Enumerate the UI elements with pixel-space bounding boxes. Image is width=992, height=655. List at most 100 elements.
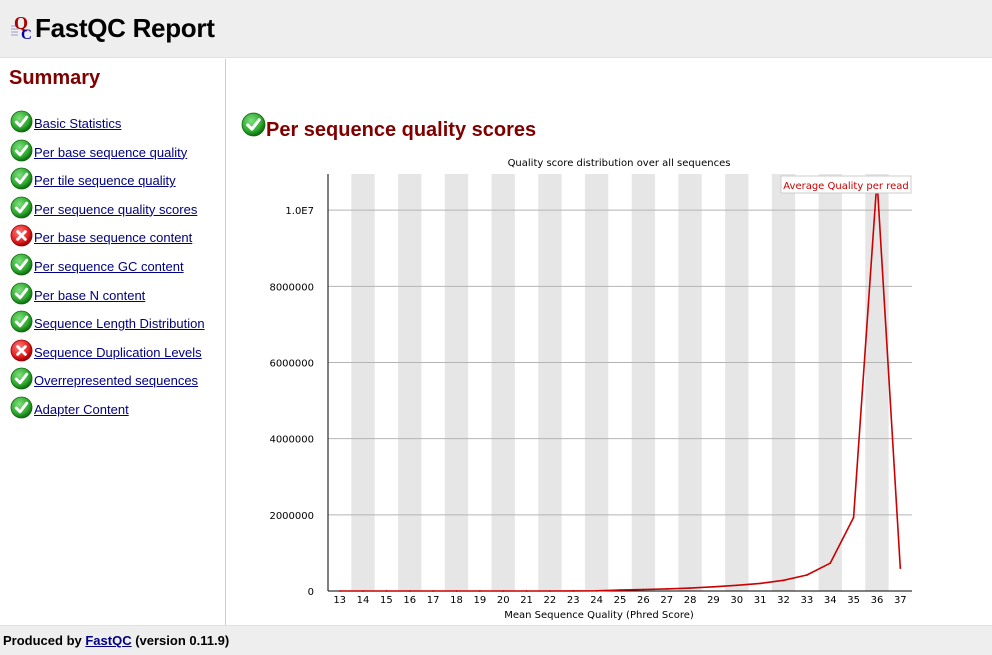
x-tick-label: 14 bbox=[357, 595, 370, 606]
y-tick-label: 4000000 bbox=[269, 435, 314, 446]
module-link[interactable]: Sequence Duplication Levels bbox=[34, 344, 202, 360]
data-point bbox=[642, 588, 645, 591]
data-point bbox=[432, 590, 435, 592]
footer-prefix: Produced by bbox=[3, 633, 86, 648]
module-link[interactable]: Per base N content bbox=[34, 287, 146, 303]
data-point bbox=[759, 582, 762, 585]
page-title: FastQC Report bbox=[35, 13, 215, 43]
x-tick-label: 18 bbox=[450, 595, 463, 606]
x-tick-label: 26 bbox=[637, 595, 650, 606]
plot-area bbox=[328, 174, 912, 591]
section-title: Per sequence quality scores bbox=[266, 119, 537, 141]
module-link[interactable]: Per sequence GC content bbox=[34, 258, 184, 274]
data-point bbox=[665, 588, 668, 590]
module-link[interactable]: Sequence Length Distribution bbox=[34, 316, 205, 332]
summary-sidebar: Summary Basic Statistics Per base sequen… bbox=[0, 59, 226, 625]
x-tick-label: 27 bbox=[660, 595, 673, 606]
svg-text:Q: Q bbox=[14, 13, 28, 33]
band bbox=[865, 174, 889, 591]
band bbox=[491, 174, 515, 591]
data-point bbox=[525, 590, 528, 592]
data-point bbox=[712, 585, 715, 588]
data-point bbox=[572, 590, 575, 592]
pass-icon bbox=[241, 112, 266, 137]
quality-score-chart: 0 2000000 4000000 6000000 8000000 1.0E7 13 14 15… bbox=[269, 158, 912, 621]
x-tick-label: 37 bbox=[894, 595, 907, 606]
x-tick-label: 30 bbox=[730, 595, 743, 606]
x-tick-label: 29 bbox=[707, 595, 720, 606]
x-tick-label: 20 bbox=[497, 595, 510, 606]
module-link[interactable]: Basic Statistics bbox=[34, 116, 122, 131]
band bbox=[725, 174, 749, 591]
module-link[interactable]: Per base sequence content bbox=[34, 230, 193, 246]
x-tick-label: 16 bbox=[403, 595, 416, 606]
module-link[interactable]: Per base sequence quality bbox=[34, 144, 188, 160]
band bbox=[398, 174, 422, 591]
pass-icon bbox=[10, 196, 33, 219]
footer: Produced by FastQC (version 0.11.9) bbox=[0, 625, 992, 655]
x-tick-label: 28 bbox=[684, 595, 697, 606]
x-tick-label: 13 bbox=[333, 595, 346, 606]
data-point bbox=[619, 589, 621, 591]
x-tick-label: 23 bbox=[567, 595, 580, 606]
band bbox=[444, 174, 469, 591]
y-tick-label: 6000000 bbox=[269, 359, 314, 370]
pass-icon bbox=[10, 167, 33, 190]
data-point bbox=[408, 590, 411, 592]
footer-suffix: (version 0.11.9) bbox=[131, 633, 230, 648]
x-tick-label: 36 bbox=[871, 595, 884, 606]
data-point bbox=[689, 587, 691, 590]
band bbox=[538, 174, 562, 591]
fail-icon bbox=[10, 224, 33, 247]
data-point bbox=[899, 567, 902, 570]
fail-icon bbox=[10, 339, 33, 362]
band bbox=[631, 174, 656, 591]
pass-icon bbox=[10, 310, 33, 333]
x-tick-label: 19 bbox=[473, 595, 486, 606]
data-point bbox=[829, 562, 832, 565]
band bbox=[678, 174, 702, 591]
x-tick-label: 25 bbox=[614, 595, 627, 606]
pass-icon bbox=[10, 367, 33, 390]
pass-icon bbox=[10, 396, 33, 419]
footer-text: Produced by FastQC (version 0.11.9) bbox=[3, 633, 229, 648]
x-tick-label: 17 bbox=[427, 595, 440, 606]
legend-label: Average Quality per read bbox=[783, 181, 908, 192]
pass-icon bbox=[10, 253, 33, 276]
module-link[interactable]: Overrepresented sequences bbox=[34, 373, 199, 389]
y-tick-label: 0 bbox=[308, 587, 314, 598]
module-link[interactable]: Adapter Content bbox=[34, 401, 129, 417]
legend-box bbox=[780, 175, 912, 194]
x-axis-label: Mean Sequence Quality (Phred Score) bbox=[504, 610, 694, 621]
data-point bbox=[852, 516, 855, 519]
x-tick-label: 15 bbox=[380, 595, 393, 606]
pass-icon bbox=[10, 282, 33, 304]
data-point bbox=[362, 590, 364, 592]
data-point bbox=[735, 584, 738, 587]
chart-title: Quality score distribution over all sequ… bbox=[508, 158, 731, 169]
fastqc-logo-icon: Q C bbox=[11, 13, 32, 42]
data-point bbox=[478, 590, 481, 592]
data-point bbox=[805, 574, 808, 576]
data-point bbox=[782, 579, 785, 582]
x-tick-label: 31 bbox=[754, 595, 767, 606]
x-tick-label: 22 bbox=[544, 595, 557, 606]
data-point bbox=[549, 590, 551, 592]
summary-title: Summary bbox=[9, 67, 101, 89]
data-point bbox=[338, 590, 341, 592]
band bbox=[584, 174, 609, 591]
module-link[interactable]: Per tile sequence quality bbox=[34, 173, 176, 189]
band bbox=[351, 174, 375, 591]
band bbox=[771, 174, 796, 591]
x-tick-label: 34 bbox=[824, 595, 837, 606]
module-link[interactable]: Per sequence quality scores bbox=[34, 201, 198, 217]
y-tick-label: 1.0E7 bbox=[285, 206, 314, 217]
pass-icon bbox=[10, 139, 33, 162]
x-tick-label: 24 bbox=[590, 595, 603, 606]
fastqc-link[interactable]: FastQC bbox=[85, 633, 132, 648]
y-tick-label: 8000000 bbox=[269, 282, 314, 293]
data-point bbox=[455, 590, 458, 592]
report-header: Q C FastQC Report bbox=[0, 0, 992, 58]
pass-icon bbox=[10, 110, 33, 133]
x-tick-label: 35 bbox=[847, 595, 860, 606]
